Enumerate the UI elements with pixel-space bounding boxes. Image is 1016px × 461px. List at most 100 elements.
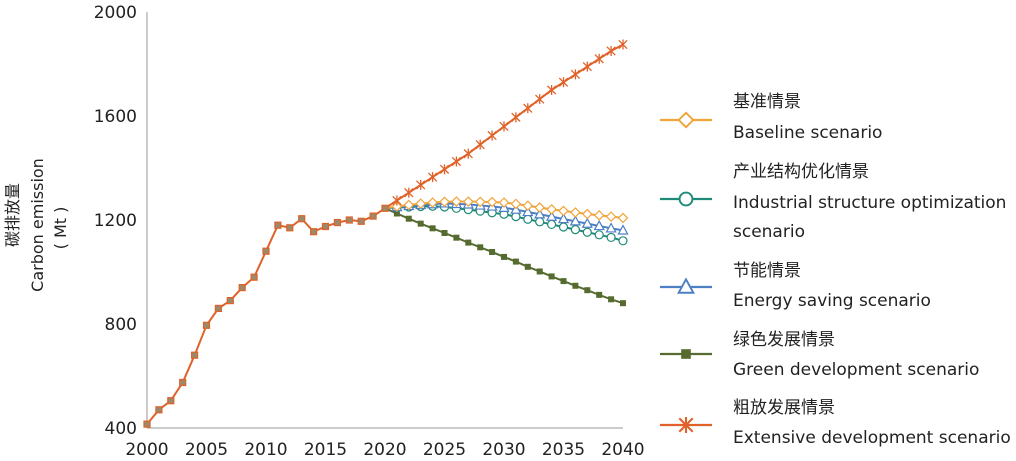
data-point (618, 236, 628, 246)
data-point (523, 103, 533, 114)
data-point (477, 244, 484, 251)
data-point (618, 39, 628, 50)
y-tick-label: 800 (105, 315, 137, 335)
y-axis-label-unit: ( Mt ) (51, 207, 70, 250)
data-point (534, 202, 546, 213)
legend-entry-green: 绿色发展情景 Green development scenario (660, 330, 979, 380)
data-point (441, 229, 448, 236)
data-point (417, 220, 424, 227)
data-point (620, 300, 627, 307)
data-point (143, 420, 151, 428)
data-point (569, 215, 582, 226)
legend-symbol (678, 191, 694, 207)
data-point (345, 216, 353, 224)
data-point (594, 53, 604, 64)
data-point (558, 77, 569, 88)
data-point (369, 212, 377, 220)
data-point (403, 199, 415, 211)
data-point (617, 212, 629, 224)
data-point (465, 239, 472, 246)
data-point (381, 204, 389, 212)
data-point (462, 196, 474, 207)
data-point (558, 205, 569, 217)
data-point (392, 195, 402, 206)
data-point (499, 121, 509, 132)
data-point (560, 278, 567, 285)
data-point (581, 217, 593, 228)
legend-label-energy-zh: 节能情景 (733, 261, 801, 281)
data-point (546, 85, 557, 95)
data-point (545, 210, 558, 221)
data-point (535, 217, 545, 227)
series-historical (143, 204, 389, 428)
y-axis-label-zh: 碳排放量 (3, 183, 22, 247)
data-point (546, 203, 557, 215)
data-point (429, 225, 436, 232)
series-lines (143, 39, 629, 428)
data-point (570, 69, 581, 80)
legend-symbol (681, 349, 691, 359)
legend-label-industrial-zh: 产业结构优化情景 (733, 162, 869, 182)
data-point (581, 208, 593, 220)
data-point (286, 224, 294, 232)
data-point (498, 197, 510, 208)
data-point (593, 219, 605, 231)
data-point (404, 187, 414, 198)
data-point (546, 219, 557, 230)
data-point (202, 321, 211, 329)
series-green-development-scenario (384, 207, 627, 307)
y-tick-label: 1600 (94, 107, 137, 127)
data-point (298, 215, 306, 223)
data-point (582, 227, 592, 237)
legend-marker-energy (660, 277, 712, 294)
legend-label-industrial-en: Industrial structure optimization (733, 193, 1006, 213)
legend-label-energy-en: Energy saving scenario (733, 291, 931, 311)
data-point (416, 179, 426, 190)
x-tick-label: 2000 (125, 440, 168, 460)
data-point (608, 296, 615, 303)
legend-entry-industrial: 产业结构优化情景 Industrial structure optimizati… (660, 162, 1006, 242)
data-point (333, 219, 341, 227)
data-point (463, 148, 473, 159)
data-point (605, 222, 617, 233)
data-point (536, 268, 543, 275)
y-tick-label: 2000 (94, 3, 137, 23)
series-baseline-scenario (384, 196, 629, 224)
x-tick-label: 2020 (363, 440, 406, 460)
data-point (274, 221, 282, 229)
data-point (500, 253, 507, 260)
data-point (523, 214, 533, 224)
data-point (391, 201, 403, 212)
data-point (570, 207, 581, 218)
x-tick-label: 2010 (244, 440, 287, 460)
legend-entry-energy: 节能情景 Energy saving scenario (660, 261, 931, 311)
legend-label-industrial-en-2: scenario (733, 222, 805, 242)
series-extensive-development-scenario (384, 39, 628, 210)
data-point (512, 258, 519, 265)
data-point (593, 209, 605, 221)
data-point (238, 284, 246, 292)
data-point (310, 228, 318, 236)
data-point (321, 222, 330, 231)
data-point (617, 224, 629, 235)
data-point (357, 217, 365, 225)
data-point (605, 211, 617, 222)
data-point (570, 225, 581, 235)
legend-marker-industrial (660, 191, 712, 207)
data-point (405, 215, 412, 222)
y-tick-label: 400 (105, 419, 137, 439)
legend-entry-extensive: 粗放发展情景 Extensive development scenario (660, 398, 1011, 448)
y-axis-label: 碳排放量 Carbon emission ( Mt ) (3, 158, 70, 292)
data-point (596, 291, 603, 298)
data-point (511, 112, 521, 123)
data-point (524, 263, 531, 270)
data-point (226, 297, 234, 305)
data-point (415, 198, 427, 209)
data-point (558, 222, 569, 232)
legend-marker-extensive (660, 417, 712, 434)
legend-entry-baseline: 基准情景 Baseline scenario (660, 92, 882, 143)
data-point (584, 287, 591, 294)
x-tick-label: 2025 (423, 440, 466, 460)
series-line (146, 207, 386, 425)
